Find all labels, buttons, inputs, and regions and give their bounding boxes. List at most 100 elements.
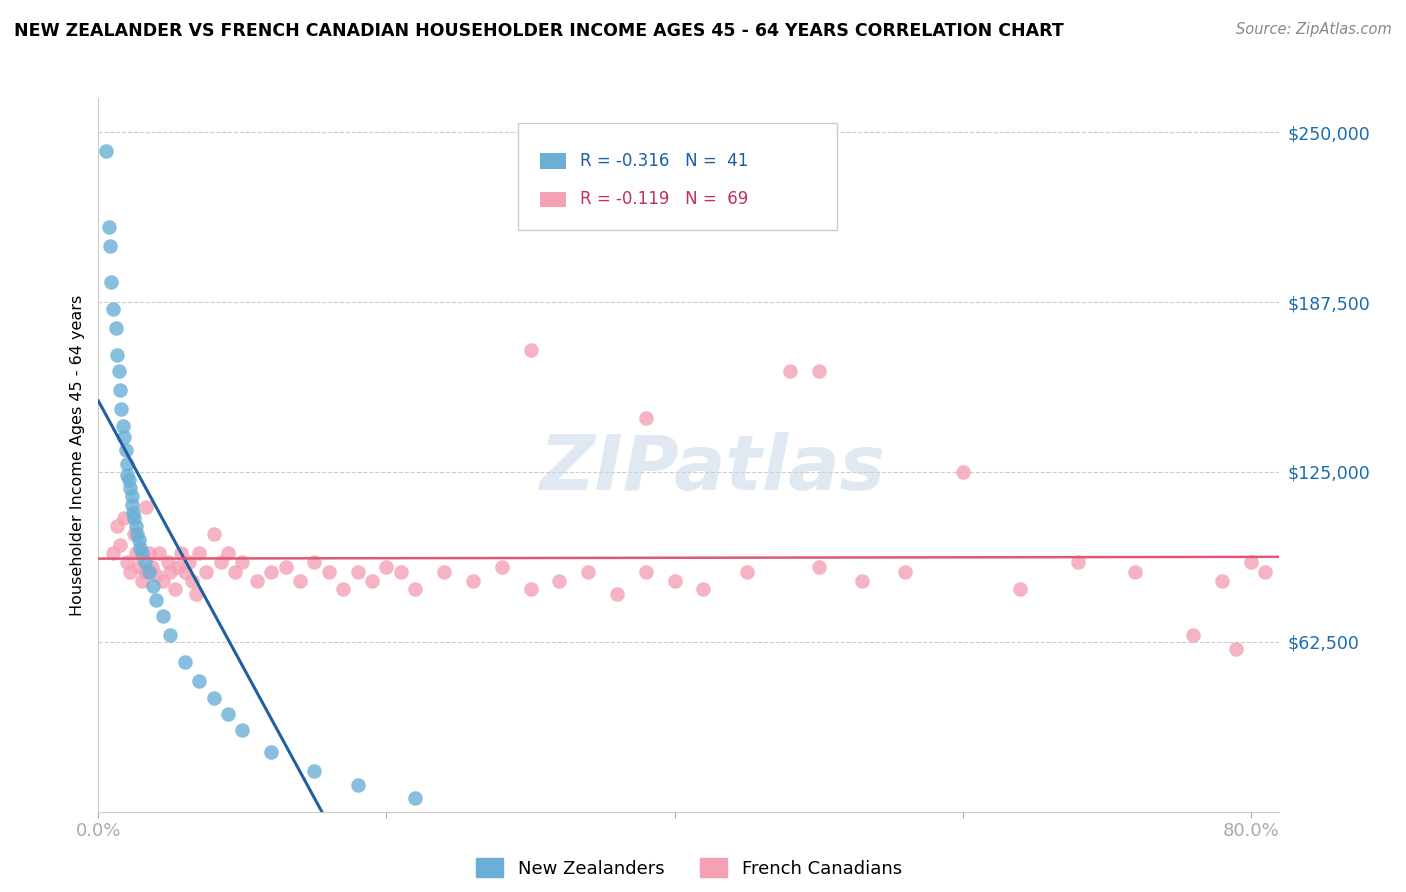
Point bbox=[246, 574, 269, 588]
Point bbox=[209, 555, 232, 569]
Point bbox=[152, 574, 174, 588]
Point bbox=[288, 574, 311, 588]
Point bbox=[186, 587, 208, 601]
Point bbox=[145, 568, 167, 582]
Point bbox=[1240, 555, 1263, 569]
Point bbox=[1010, 582, 1032, 596]
Point bbox=[101, 301, 124, 316]
Point bbox=[122, 506, 145, 520]
Point bbox=[156, 555, 179, 569]
Point bbox=[952, 465, 974, 479]
Point bbox=[111, 418, 134, 433]
Point bbox=[1211, 574, 1233, 588]
Point bbox=[135, 500, 157, 515]
Point bbox=[304, 555, 326, 569]
Point bbox=[1182, 628, 1205, 642]
Y-axis label: Householder Income Ages 45 - 64 years: Householder Income Ages 45 - 64 years bbox=[70, 294, 86, 615]
Point bbox=[125, 546, 148, 560]
Point bbox=[134, 555, 156, 569]
Point bbox=[576, 566, 599, 580]
Point bbox=[131, 574, 153, 588]
Point bbox=[779, 364, 801, 378]
Point bbox=[491, 560, 513, 574]
Point bbox=[138, 566, 160, 580]
Point bbox=[519, 582, 541, 596]
Point bbox=[115, 457, 138, 471]
Point bbox=[894, 566, 917, 580]
Point bbox=[231, 555, 253, 569]
Point bbox=[217, 546, 239, 560]
Point bbox=[1254, 566, 1277, 580]
Point bbox=[332, 582, 354, 596]
Point bbox=[105, 519, 128, 533]
Point bbox=[634, 410, 657, 425]
Point bbox=[195, 566, 218, 580]
Point bbox=[148, 546, 170, 560]
FancyBboxPatch shape bbox=[540, 153, 567, 169]
Text: Source: ZipAtlas.com: Source: ZipAtlas.com bbox=[1236, 22, 1392, 37]
Point bbox=[1225, 641, 1247, 656]
Point bbox=[152, 609, 174, 624]
Point bbox=[112, 429, 135, 443]
Point bbox=[128, 560, 150, 574]
Point bbox=[124, 511, 146, 525]
Point bbox=[634, 566, 657, 580]
Point bbox=[97, 220, 120, 235]
Point bbox=[304, 764, 326, 778]
Point bbox=[173, 655, 195, 669]
Point bbox=[461, 574, 484, 588]
Point bbox=[389, 566, 412, 580]
Point bbox=[115, 467, 138, 482]
Point bbox=[346, 566, 368, 580]
Text: R = -0.316   N =  41: R = -0.316 N = 41 bbox=[581, 152, 748, 169]
Point bbox=[124, 527, 146, 541]
Point bbox=[112, 511, 135, 525]
Point bbox=[128, 533, 150, 547]
Point bbox=[125, 519, 148, 533]
Point bbox=[105, 348, 128, 362]
Point bbox=[519, 343, 541, 357]
Point bbox=[1125, 566, 1147, 580]
Point bbox=[120, 566, 142, 580]
Point bbox=[100, 275, 122, 289]
Point bbox=[179, 555, 201, 569]
Point bbox=[404, 582, 426, 596]
Point bbox=[115, 555, 138, 569]
Point bbox=[159, 628, 181, 642]
Point bbox=[114, 443, 136, 458]
Point bbox=[217, 706, 239, 721]
Point bbox=[127, 527, 149, 541]
Point bbox=[1067, 555, 1090, 569]
Text: NEW ZEALANDER VS FRENCH CANADIAN HOUSEHOLDER INCOME AGES 45 - 64 YEARS CORRELATI: NEW ZEALANDER VS FRENCH CANADIAN HOUSEHO… bbox=[14, 22, 1064, 40]
Point bbox=[108, 538, 131, 552]
Point bbox=[202, 527, 225, 541]
Point bbox=[346, 778, 368, 792]
Point bbox=[118, 473, 141, 487]
FancyBboxPatch shape bbox=[540, 192, 567, 207]
Point bbox=[110, 402, 132, 417]
Point bbox=[231, 723, 253, 738]
Point bbox=[138, 546, 160, 560]
Point bbox=[318, 566, 340, 580]
Point bbox=[131, 546, 153, 560]
Point bbox=[188, 674, 211, 689]
Point bbox=[134, 566, 156, 580]
Point bbox=[107, 364, 129, 378]
Point bbox=[606, 587, 628, 601]
Point bbox=[274, 560, 297, 574]
Point bbox=[173, 566, 195, 580]
Point bbox=[807, 364, 830, 378]
Point bbox=[735, 566, 758, 580]
Point bbox=[433, 566, 456, 580]
Point bbox=[141, 560, 163, 574]
Point bbox=[108, 384, 131, 398]
Point bbox=[851, 574, 873, 588]
Point bbox=[166, 560, 188, 574]
Point bbox=[692, 582, 714, 596]
Point bbox=[260, 566, 283, 580]
Point bbox=[202, 690, 225, 705]
Point bbox=[807, 560, 830, 574]
Point bbox=[163, 582, 186, 596]
Point bbox=[98, 239, 121, 253]
Point bbox=[142, 579, 165, 593]
